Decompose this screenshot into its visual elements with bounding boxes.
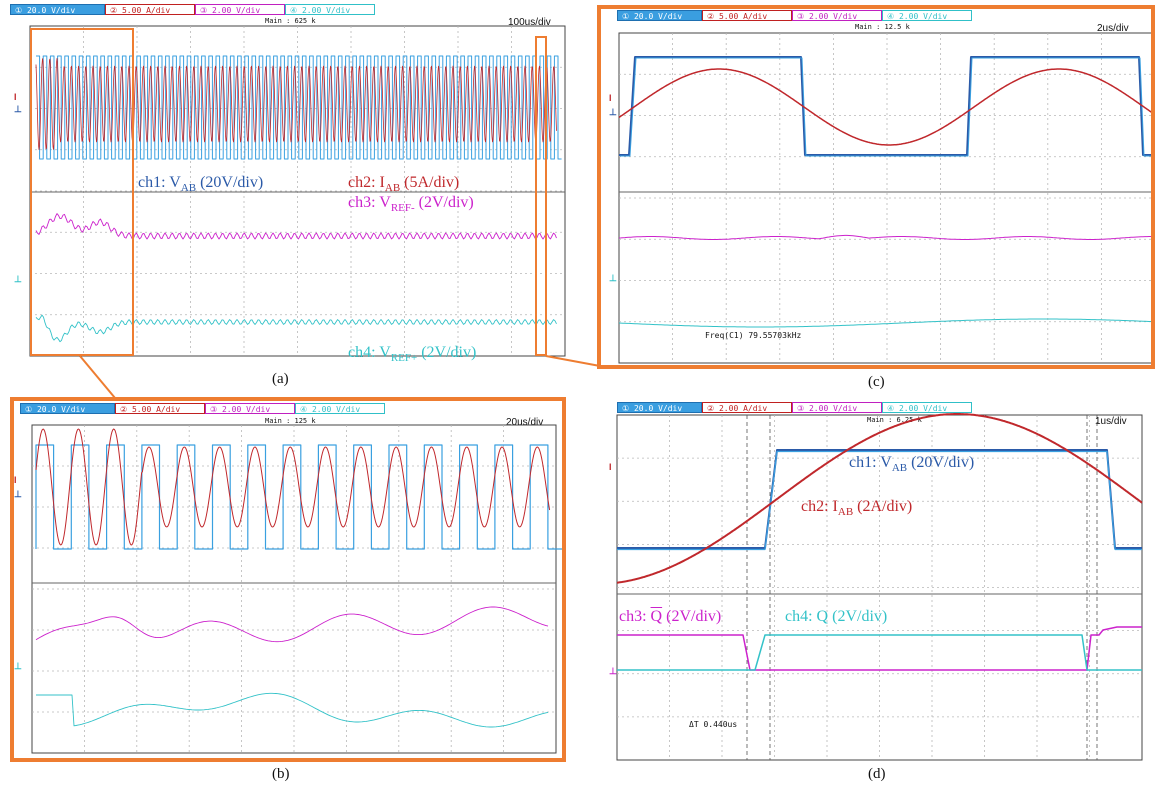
ch1-trace-overlay <box>620 57 1155 157</box>
ch3-setting: ③ 2.00 V/div <box>792 10 882 21</box>
channel-bar: ① 20.0 V/div ② 5.00 A/div ③ 2.00 V/div ④… <box>617 10 972 21</box>
main-label: Main : 6.25 k <box>867 416 922 424</box>
zoom-region-c <box>535 36 547 356</box>
ch3-trace <box>35 606 549 643</box>
ch1-trace <box>617 449 1142 549</box>
channel-bar: ① 20.0 V/div ② 5.00 A/div ③ 2.00 V/div ④… <box>20 403 385 414</box>
ch2-setting: ② 5.00 A/div <box>115 403 205 414</box>
ch1-ground-marker: ⊥ <box>14 489 22 499</box>
ch4-annotation: ch4: VREF+ (2V/div) <box>348 344 477 365</box>
ch3-annotation: ch3: Q (2V/div) <box>619 608 722 625</box>
panel-a: ① 20.0 V/div ② 5.00 A/div ③ 2.00 V/div ④… <box>10 4 566 365</box>
ch1-trace <box>619 56 1155 156</box>
time-per-div: 100us/div <box>508 17 551 28</box>
ch4-ground-marker: ⊥ <box>609 273 617 283</box>
scope-screen-d: I⊥ <box>609 413 1143 761</box>
ch1-trace <box>35 444 566 550</box>
ch2-marker: I <box>14 475 17 485</box>
ch2-trace <box>35 58 557 150</box>
main-label: Main : 12.5 k <box>855 23 910 31</box>
ch2-trace <box>35 428 551 546</box>
ch1-ground-marker: ⊥ <box>14 104 22 114</box>
caption-c: (c) <box>868 374 885 390</box>
ch1-setting: ① 20.0 V/div <box>10 4 105 15</box>
ch3-ground-marker: ⊥ <box>609 666 617 676</box>
channel-bar: ① 20.0 V/div ② 5.00 A/div ③ 2.00 V/div ④… <box>10 4 375 15</box>
ch4-trace <box>36 692 549 728</box>
ch2-annotation: ch2: IAB (2A/div) <box>801 498 913 519</box>
caption-b: (b) <box>272 766 290 782</box>
delta-t-measurement: ΔT 0.440us <box>689 720 738 729</box>
ch2-marker: I <box>609 93 612 103</box>
ch2-setting: ② 5.00 A/div <box>702 10 792 21</box>
time-per-div: 20us/div <box>506 417 544 428</box>
ch1-trace-overlay <box>617 450 1142 551</box>
ch3-trace <box>618 234 1155 240</box>
ch3-setting: ③ 2.00 V/div <box>205 403 295 414</box>
main-label: Main : 625 k <box>265 17 316 25</box>
ch1-setting: ① 20.0 V/div <box>617 10 702 21</box>
ch4-setting: ④ 2.00 V/div <box>882 10 972 21</box>
scope-screen-a: I ⊥ ⊥ <box>14 25 566 357</box>
ch3-setting: ③ 2.00 V/div <box>792 402 882 413</box>
scope-screen-b: I ⊥ ⊥ <box>14 424 566 754</box>
ch2-marker: I <box>609 462 612 472</box>
time-per-div: 1us/div <box>1095 416 1127 427</box>
ch3-annotation: ch3: VREF- (2V/div) <box>348 194 474 215</box>
panel-b: ① 20.0 V/div ② 5.00 A/div ③ 2.00 V/div ④… <box>10 397 566 762</box>
main-label: Main : 125 k <box>265 417 316 425</box>
ch2-annotation: ch2: IAB (5A/div) <box>348 174 460 195</box>
caption-d: (d) <box>868 766 886 782</box>
ch4-setting: ④ 2.00 V/div <box>882 402 972 413</box>
ch1-annotation: ch1: VAB (20V/div) <box>138 174 264 195</box>
ch4-trace <box>35 314 557 343</box>
ch1-setting: ① 20.0 V/div <box>617 402 702 413</box>
ch2-trace <box>618 68 1155 146</box>
channel-bar: ① 20.0 V/div ② 2.00 A/div ③ 2.00 V/div ④… <box>617 402 972 413</box>
caption-a: (a) <box>272 371 289 387</box>
ch4-annotation: ch4: Q (2V/div) <box>785 608 888 625</box>
ch4-ground-marker: ⊥ <box>14 661 22 671</box>
ch1-trace <box>36 55 562 160</box>
ch2-trace <box>616 413 1143 584</box>
ch3-trace <box>617 626 1142 671</box>
ch1-setting: ① 20.0 V/div <box>20 403 115 414</box>
ch2-setting: ② 2.00 A/div <box>702 402 792 413</box>
time-per-div: 2us/div <box>1097 23 1129 34</box>
scope-screen-c: I ⊥ ⊥ <box>609 32 1155 364</box>
ch1-annotation: ch1: VAB (20V/div) <box>849 454 975 475</box>
panel-c: ① 20.0 V/div ② 5.00 A/div ③ 2.00 V/div ④… <box>597 5 1155 369</box>
zoom-region-b <box>30 28 134 356</box>
ch4-setting: ④ 2.00 V/div <box>285 4 375 15</box>
ch3-trace <box>35 213 557 240</box>
ch4-ground-marker: ⊥ <box>14 274 22 284</box>
ch1-ground-marker: ⊥ <box>609 107 617 117</box>
panel-d: ① 20.0 V/div ② 2.00 A/div ③ 2.00 V/div ④… <box>609 402 1143 761</box>
freq-measurement: Freq(C1) 79.55703kHz <box>705 331 802 340</box>
ch2-marker: I <box>14 92 17 102</box>
ch3-setting: ③ 2.00 V/div <box>195 4 285 15</box>
ch4-setting: ④ 2.00 V/div <box>295 403 385 414</box>
ch4-trace <box>618 318 1155 328</box>
ch4-trace <box>617 634 1142 671</box>
ch2-setting: ② 5.00 A/div <box>105 4 195 15</box>
